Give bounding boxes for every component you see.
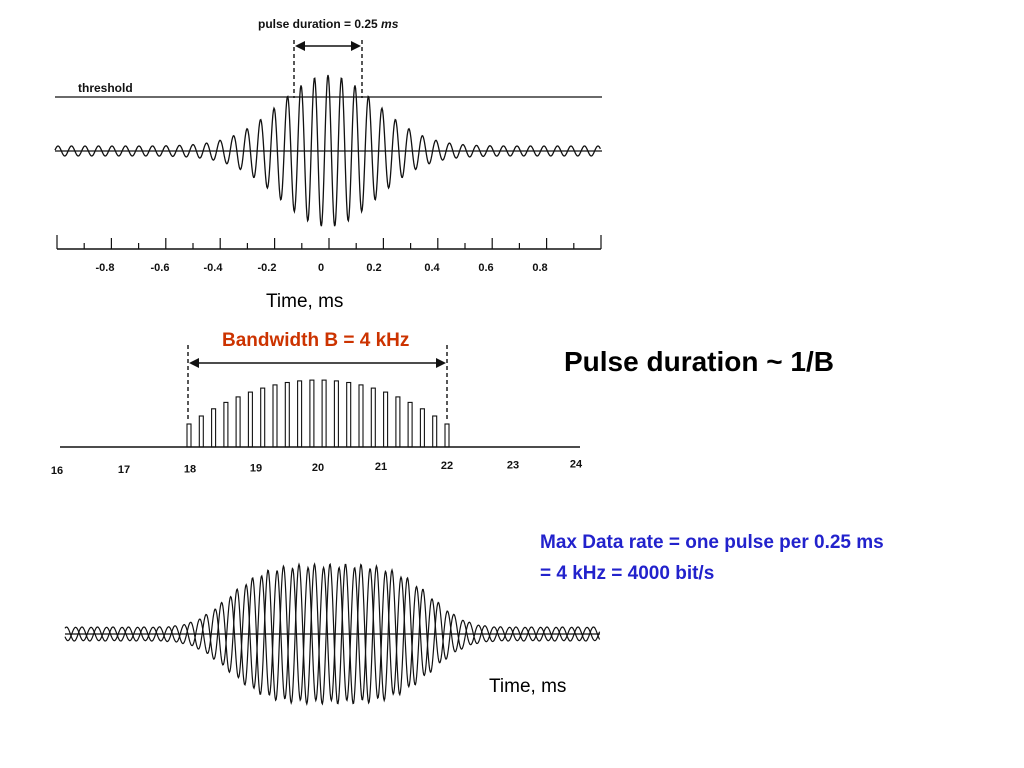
spectrum-line [432,415,438,448]
frequency-axis-tick-label: 20 [312,462,324,474]
frequency-axis-tick-label: 18 [184,463,196,475]
time-axis-tick-label: -0.6 [151,262,170,274]
spectrum-line [383,391,389,448]
spectrum-line [186,423,192,448]
frequency-axis-tick-label: 22 [441,460,453,472]
spectrum-lines [186,379,450,448]
time-axis-tick-label: -0.8 [96,262,115,274]
pulse-duration-arrowhead-left [295,41,305,51]
top-time-axis-label: Time, ms [266,291,344,312]
spectrum-line [444,423,450,448]
time-axis-tick-label: 0.4 [424,262,440,274]
bandwidth-arrowhead-left [189,358,199,368]
pulse-train-waveform-a [64,562,601,707]
bottom-time-axis-label: Time, ms [489,676,567,697]
pulse-waveform-panel: pulse duration = 0.25 ms threshold -0.8-… [54,17,602,274]
spectrum-line [297,380,303,448]
max-data-rate-line-1: Max Data rate = one pulse per 0.25 ms [540,532,884,553]
spectrum-line [333,380,339,448]
pulse-duration-relation: Pulse duration ~ 1/B [564,346,834,377]
spectrum-line [358,384,364,448]
pulse-train-waveform-b [64,565,601,703]
time-axis-tick-label: 0.6 [478,262,493,274]
spectrum-line [198,415,204,448]
spectrum-line [395,396,401,448]
spectrum-line [309,379,315,448]
threshold-label: threshold [78,81,133,95]
spectrum-line [247,391,253,448]
spectrum-panel: 16 17 18 19 20 21 22 23 24 [51,345,583,477]
bandwidth-label: Bandwidth B = 4 kHz [222,330,410,351]
time-axis-tick-label: -0.4 [204,262,224,274]
spectrum-line [419,408,425,448]
frequency-axis-tick-label: 23 [507,459,519,471]
time-axis-tick-labels: -0.8 -0.6 -0.4 -0.2 0 0.2 0.4 0.6 0.8 [96,262,548,274]
spectrum-line [284,381,290,448]
time-axis-ticks [56,235,602,249]
max-data-rate-line-2: = 4 kHz = 4000 bit/s [540,563,715,584]
spectrum-line [407,401,413,448]
spectrum-line [272,384,278,448]
bandwidth-arrowhead-right [436,358,446,368]
spectrum-line [211,408,217,448]
spectrum-line [346,381,352,448]
spectrum-line [223,401,229,448]
spectrum-line [235,396,241,448]
time-axis-tick-label: 0 [318,262,324,274]
pulse-duration-arrowhead-right [351,41,361,51]
frequency-axis-tick-label: 16 [51,465,63,477]
spectrum-line [321,379,327,448]
spectrum-line [260,387,266,448]
frequency-axis-tick-label: 17 [118,464,130,476]
frequency-axis-tick-label: 21 [375,461,387,473]
frequency-axis-tick-labels: 16 17 18 19 20 21 22 23 24 [51,459,583,477]
pulse-duration-label: pulse duration = 0.25 ms [258,17,399,31]
time-axis-tick-label: 0.8 [532,262,547,274]
frequency-axis-tick-label: 24 [570,459,583,471]
pulse-waveform [54,74,601,227]
time-axis-tick-label: -0.2 [258,262,277,274]
time-axis-tick-label: 0.2 [366,262,381,274]
frequency-axis-tick-label: 19 [250,463,262,475]
pulse-train-panel [64,562,601,707]
spectrum-line [370,387,376,448]
